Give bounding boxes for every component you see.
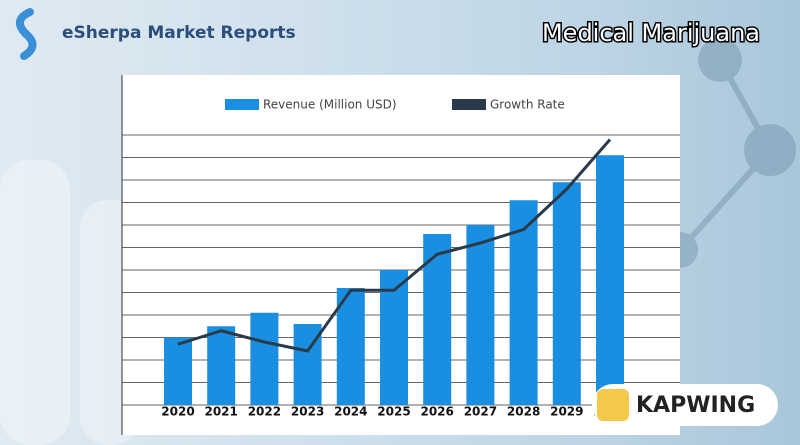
bar [596, 155, 624, 405]
page-title: Medical Marijuana [542, 19, 760, 47]
bar [164, 337, 192, 405]
x-tick-label: 2022 [248, 405, 281, 419]
legend-swatch [452, 99, 486, 110]
bar [509, 200, 538, 405]
x-tick-label: 2025 [377, 405, 410, 419]
watermark: KAPWING [636, 393, 755, 418]
bar [423, 234, 452, 405]
x-tick-label: 2020 [161, 405, 194, 419]
logo [16, 8, 37, 60]
legend-swatch [225, 99, 259, 110]
watermark-badge [592, 384, 778, 426]
x-tick-label: 2028 [507, 405, 540, 419]
x-tick-label: 2026 [420, 405, 453, 419]
growth-line [177, 138, 612, 353]
x-tick-label: 2021 [204, 405, 237, 419]
bar [380, 270, 408, 405]
bar [466, 225, 495, 405]
legend-label: Growth Rate [490, 98, 565, 112]
bar [250, 312, 279, 405]
x-tick-label: 2027 [464, 405, 497, 419]
legend-label: Revenue (Million USD) [263, 98, 397, 112]
x-tick-label: 2023 [291, 405, 324, 419]
bar [336, 288, 365, 405]
x-tick-label: 2029 [550, 405, 583, 419]
bar [207, 326, 236, 405]
brand: eSherpa Market Reports [62, 23, 296, 43]
x-tick-label: 2024 [334, 405, 367, 419]
watermark-icon [597, 389, 629, 421]
bar [552, 182, 581, 405]
